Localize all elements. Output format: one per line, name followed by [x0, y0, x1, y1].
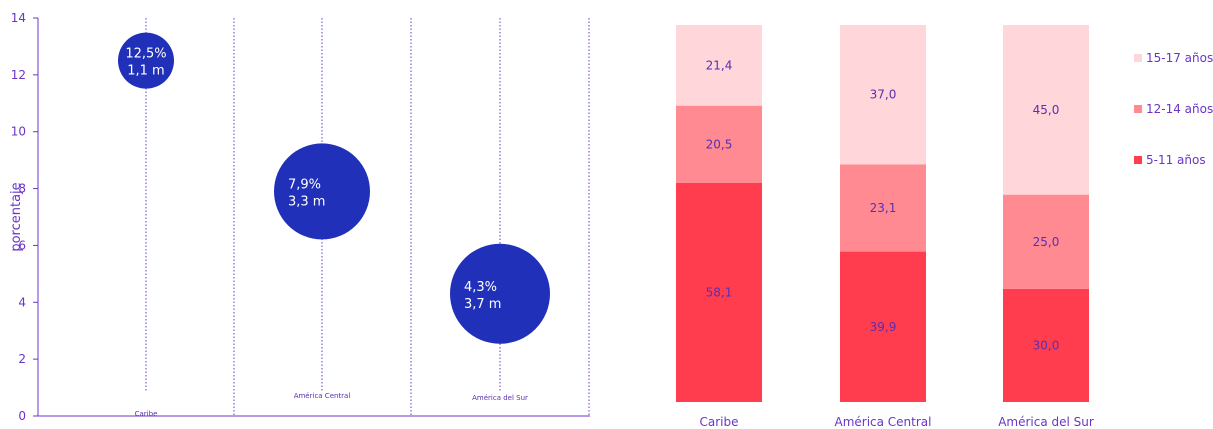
bubble-category-label: América Central — [294, 392, 351, 400]
stacked-bar-segment — [840, 251, 926, 402]
bubble-count-label: 3,3 m — [288, 194, 325, 209]
stacked-bar-segment — [1003, 288, 1089, 402]
y-tick-label: 0 — [18, 409, 26, 423]
segment-value-label: 25,0 — [1033, 235, 1060, 249]
legend-label: 12-14 años — [1146, 102, 1213, 116]
y-tick-label: 2 — [18, 352, 26, 366]
segment-value-label: 21,4 — [706, 58, 733, 72]
bubble-count-label: 1,1 m — [127, 64, 164, 79]
bubble-category-label: Caribe — [135, 410, 158, 418]
segment-value-label: 30,0 — [1033, 338, 1060, 352]
bubble-percent-label: 4,3% — [464, 280, 497, 295]
stacked-bar-segment — [1003, 25, 1089, 195]
segment-value-label: 20,5 — [706, 137, 733, 151]
legend-swatch — [1134, 105, 1142, 113]
legend-label: 15-17 años — [1146, 51, 1213, 65]
bubble-count-label: 3,7 m — [464, 297, 501, 312]
bubble-marker — [274, 143, 370, 240]
legend-label: 5-11 años — [1146, 153, 1206, 167]
y-tick-label: 10 — [11, 125, 26, 139]
legend-swatch — [1134, 54, 1142, 62]
segment-value-label: 45,0 — [1033, 103, 1060, 117]
y-tick-label: 14 — [11, 11, 26, 25]
y-tick-label: 6 — [18, 238, 26, 252]
legend-swatch — [1134, 156, 1142, 164]
segment-value-label: 37,0 — [870, 88, 897, 102]
bar-category-label: América Central — [834, 415, 931, 429]
bubble-marker — [118, 32, 174, 89]
bubble-marker — [450, 243, 550, 344]
stacked-bar-segment — [1003, 194, 1089, 289]
bar-category-label: América del Sur — [998, 415, 1094, 429]
segment-value-label: 39,9 — [870, 320, 897, 334]
stacked-bar-segment — [840, 25, 926, 165]
y-tick-label: 4 — [18, 295, 26, 309]
y-tick-label: 8 — [18, 182, 26, 196]
stacked-bar-segment — [676, 25, 762, 106]
y-axis-title: porcentaje — [9, 182, 24, 251]
segment-value-label: 23,1 — [870, 201, 897, 215]
y-tick-label: 12 — [11, 68, 26, 82]
bubble-percent-label: 12,5% — [125, 47, 166, 62]
bubble-category-label: América del Sur — [472, 394, 528, 402]
bar-category-label: Caribe — [700, 415, 739, 429]
segment-value-label: 58,1 — [706, 285, 733, 299]
stacked-bar-segment — [840, 164, 926, 252]
stacked-bar-segment — [676, 105, 762, 183]
stacked-bar-segment — [676, 182, 762, 402]
bubble-percent-label: 7,9% — [288, 177, 321, 192]
